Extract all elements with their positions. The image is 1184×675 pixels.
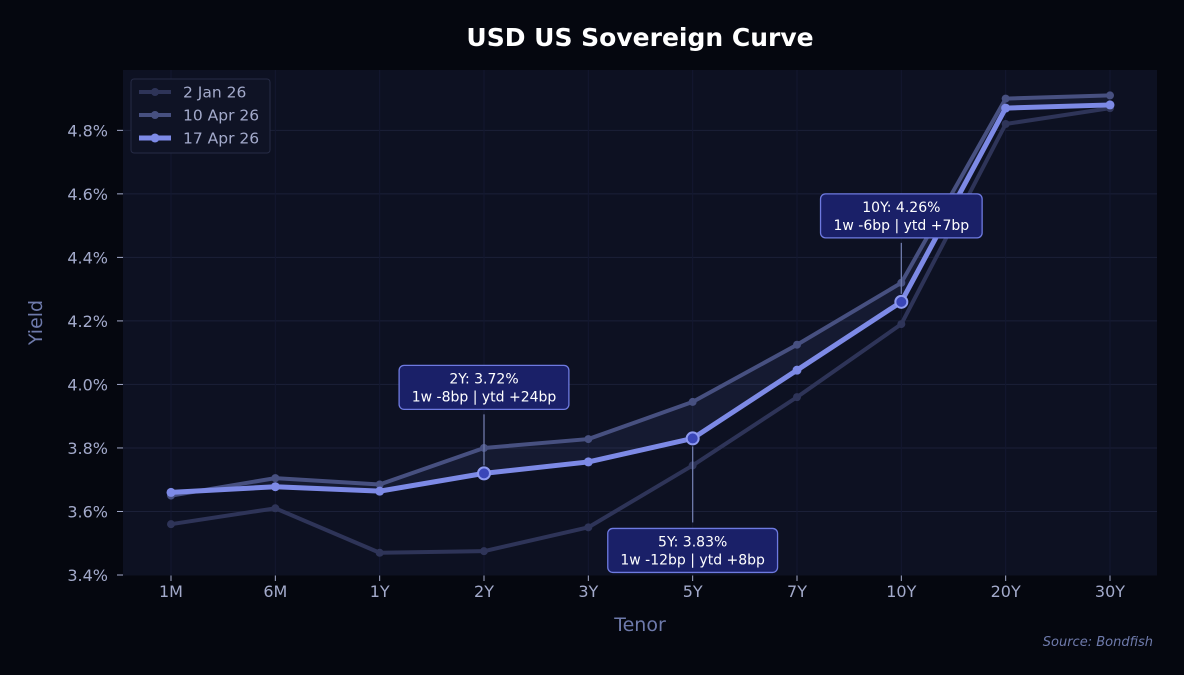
series-line-1 [169, 93, 1112, 498]
annotation-box [819, 193, 983, 239]
highlight-point [685, 431, 700, 446]
annotation-detail: 1w -8bp | ytd +24bp [412, 389, 557, 405]
series-point [1001, 103, 1011, 113]
series-point [167, 520, 175, 529]
x-tick-label: 30Y [1095, 582, 1125, 601]
series-point [270, 482, 280, 492]
legend-label: 17 Apr 26 [183, 130, 259, 148]
x-tick-label: 3Y [578, 582, 598, 601]
annotation-detail: 1w -12bp | ytd +8bp [620, 552, 765, 568]
annotation-title: 2Y: 3.72% [449, 371, 518, 387]
series-point [480, 547, 488, 556]
legend-box [130, 78, 271, 154]
annotation-detail: 1w -6bp | ytd +7bp [833, 218, 969, 234]
series-point [271, 504, 280, 513]
y-tick-label: 4.4% [67, 248, 108, 267]
annotation-title: 10Y: 4.26% [862, 200, 940, 216]
x-tick-label: 7Y [787, 582, 807, 601]
y-tick-label: 3.8% [67, 439, 108, 458]
x-tick-label: 2Y [474, 582, 494, 601]
plot-area [123, 70, 1157, 575]
annotation-box [607, 527, 779, 574]
x-axis-title: Tenor [613, 614, 666, 636]
series-point [584, 523, 593, 532]
y-tick-label: 4.0% [67, 375, 108, 394]
x-tick-label: 1M [159, 582, 183, 601]
series-point [375, 480, 384, 489]
series-point [792, 365, 802, 375]
legend-swatch-marker [150, 133, 160, 143]
y-tick-label: 3.4% [67, 566, 108, 585]
series-point [1105, 100, 1115, 110]
y-tick-label: 4.2% [67, 312, 108, 331]
y-tick-label: 4.6% [67, 185, 108, 204]
y-axis-title: Yield [25, 300, 47, 346]
series-point [793, 340, 801, 349]
x-tick-label: 5Y [683, 582, 703, 601]
series-point [375, 548, 384, 557]
series-point [1001, 119, 1010, 128]
x-tick-label: 10Y [886, 582, 916, 601]
legend-swatch-marker [151, 88, 159, 96]
x-tick-label: 6M [263, 582, 287, 601]
chart-title: USD US Sovereign Curve [466, 23, 813, 52]
annotation-box [398, 364, 570, 411]
highlight-point [894, 294, 909, 309]
legend-label: 2 Jan 26 [183, 84, 246, 102]
series-point [584, 435, 593, 444]
source-note: Source: Bondfish [1043, 635, 1153, 650]
series-point [1106, 91, 1114, 100]
y-tick-label: 4.8% [67, 121, 108, 140]
series-point [688, 397, 697, 406]
series-point [1001, 94, 1010, 103]
x-tick-label: 20Y [991, 582, 1021, 601]
series-point [166, 487, 176, 497]
y-tick-label: 3.6% [67, 502, 108, 521]
series-point [583, 457, 593, 467]
series-point [793, 393, 801, 402]
series-point [375, 486, 385, 496]
series-point [897, 320, 906, 329]
highlight-point [477, 466, 491, 481]
x-tick-label: 1Y [370, 582, 390, 601]
series-point [271, 474, 280, 483]
annotation-title: 5Y: 3.83% [658, 534, 727, 550]
legend-label: 10 Apr 26 [183, 107, 259, 125]
legend-swatch-marker [151, 111, 159, 119]
